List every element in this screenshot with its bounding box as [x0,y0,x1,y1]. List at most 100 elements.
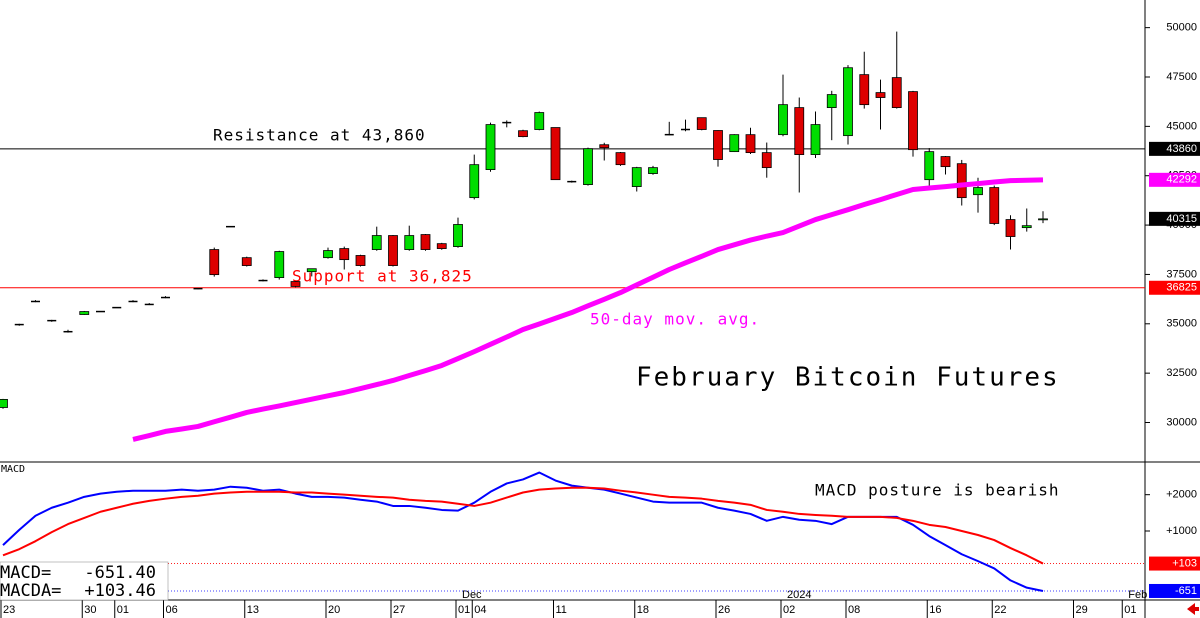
candle-body [615,152,626,166]
x-tick-label: 08 [848,604,860,616]
candle-body [534,112,545,130]
level-annotation: Resistance at 43,860 [213,125,426,144]
panel-title: MACD [1,464,25,475]
candle-body [859,74,870,106]
candle-body [274,251,285,278]
candle-body [826,94,837,109]
candle-body [891,77,902,109]
axis-value-label: +103 [1172,557,1197,569]
x-period-label: Dec [462,589,482,601]
y-tick-label: 32500 [1166,367,1197,379]
candle-body [79,311,90,315]
candle-body [371,235,382,250]
scroll-arrow [1187,603,1199,615]
candle-body [1005,219,1016,237]
axis-value-label: 36825 [1166,282,1197,294]
x-tick-label: 01 [1124,604,1136,616]
candle-body [469,164,480,199]
candle-body [794,107,805,155]
axis-value-label: -651 [1175,585,1197,597]
x-tick-label: 18 [637,604,649,616]
x-tick-label: 20 [328,604,340,616]
candle-body [778,104,788,136]
x-tick-label: 16 [929,604,941,616]
candle-body [0,399,8,408]
candle-body [388,235,398,266]
axis-value-box [1149,211,1200,226]
axis-value-label: 43860 [1166,143,1197,155]
axis-value-label: 40315 [1166,213,1197,225]
candle-body [583,148,593,186]
y-tick-label: 35000 [1166,318,1197,330]
candle-body [908,91,918,151]
candle-body [209,249,220,276]
readout-value: +103.46 [84,581,156,601]
candle-body [420,234,431,250]
candle-body [241,257,252,266]
axis-value-box [1149,583,1200,598]
candle-body [518,130,528,138]
x-tick-label: 01 [117,604,129,616]
candle-body [745,134,756,154]
x-tick-label: 11 [556,604,567,616]
candle-body [485,124,496,170]
candle-body [323,250,333,259]
axis-value-box [1149,556,1200,571]
candle-body [924,151,935,181]
x-tick-label: 23 [3,604,15,616]
level-annotation: Support at 36,825 [292,266,473,285]
chart-title: February Bitcoin Futures [636,363,1060,393]
candle-body [696,117,707,130]
x-period-label: Feb [1128,589,1147,601]
readout-value: -651.40 [84,563,156,583]
axis-value-label: 42292 [1166,174,1197,186]
candle-body [290,281,301,287]
candle-body [1021,225,1032,229]
candle-body [761,152,772,169]
candle-body [875,92,886,98]
axis-value-box [1149,172,1200,187]
y-tick-label: +2000 [1166,489,1197,501]
candle-body [648,167,658,174]
x-tick-label: 01 [458,604,470,616]
series-label: 50-day mov. avg. [590,310,760,329]
x-tick-label: 30 [84,604,96,616]
moving-average-line [132,177,1044,442]
macd-line [2,486,1044,565]
candle-body [355,255,366,266]
y-tick-label: 37500 [1166,268,1197,280]
panel-annotation: MACD posture is bearish [815,481,1060,500]
candle-body [843,67,853,137]
axis-value-box [1149,280,1200,295]
candle-body [973,187,983,196]
x-tick-label: 27 [393,604,405,616]
candle-body [306,268,317,273]
candle-body [550,127,561,181]
candle-body [599,144,610,149]
readout-box [0,561,169,601]
candle-body [729,134,740,153]
x-tick-label: 13 [247,604,259,616]
x-tick-label: 22 [994,604,1006,616]
candle-body [956,163,967,199]
candle-body [1038,218,1048,221]
candle-body [436,243,447,249]
readout-name: MACDA= [0,581,61,601]
y-tick-label: 30000 [1166,416,1197,428]
x-tick-label: 04 [474,604,486,616]
candle-body [713,130,723,160]
candle-body [631,167,642,187]
y-tick-label: +1000 [1166,525,1197,537]
candle-body [940,156,951,168]
candle-body [339,248,350,261]
readout-name: MACD= [0,563,51,583]
x-tick-label: 06 [166,604,178,616]
x-tick-label: 29 [1076,604,1088,616]
y-tick-label: 50000 [1166,22,1197,34]
y-tick-label: 47500 [1166,71,1197,83]
x-period-label: 2024 [787,589,811,601]
candle-body [404,235,415,250]
